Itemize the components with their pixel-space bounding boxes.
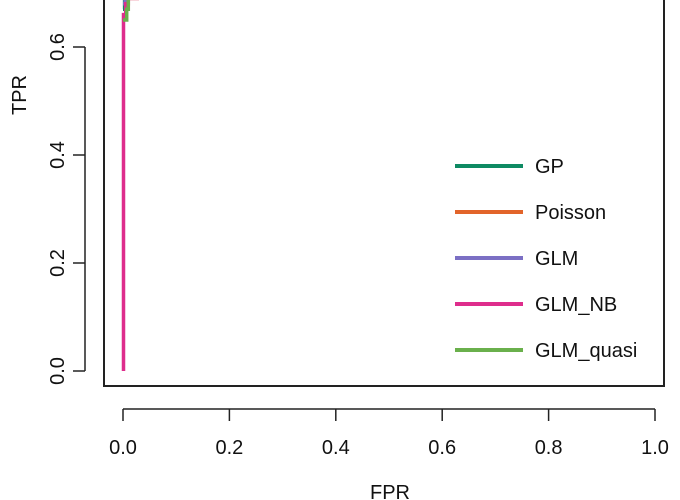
legend-label: Poisson [535,202,606,224]
legend-label: GLM_quasi [535,340,637,362]
x-tick-label: 1.0 [641,437,669,459]
legend-label: GLM [535,248,578,270]
y-tick-label: 0.0 [47,357,69,385]
plot-box [103,0,665,387]
y-tick-label: 0.4 [47,141,69,169]
y-tick-label: 0.2 [47,249,69,277]
series-line-glm-nb [121,0,139,371]
legend: GP Poisson GLM GLM_NB GLM_quasi [455,156,637,362]
series-layer [121,0,139,371]
y-axis: 0.0 0.2 0.4 0.6 [47,33,86,385]
x-tick-label: 0.6 [428,437,456,459]
legend-label: GLM_NB [535,294,617,316]
y-axis-label: TPR [9,75,31,115]
x-axis: 0.0 0.2 0.4 0.6 0.8 1.0 [109,408,669,459]
x-tick-label: 0.0 [109,437,137,459]
x-axis-label: FPR [370,482,410,500]
x-tick-label: 0.8 [535,437,563,459]
legend-label: GP [535,156,564,178]
series-line-glm-quasi [123,0,131,22]
x-tick-label: 0.2 [215,437,243,459]
x-tick-label: 0.4 [322,437,350,459]
y-tick-label: 0.6 [47,33,69,61]
